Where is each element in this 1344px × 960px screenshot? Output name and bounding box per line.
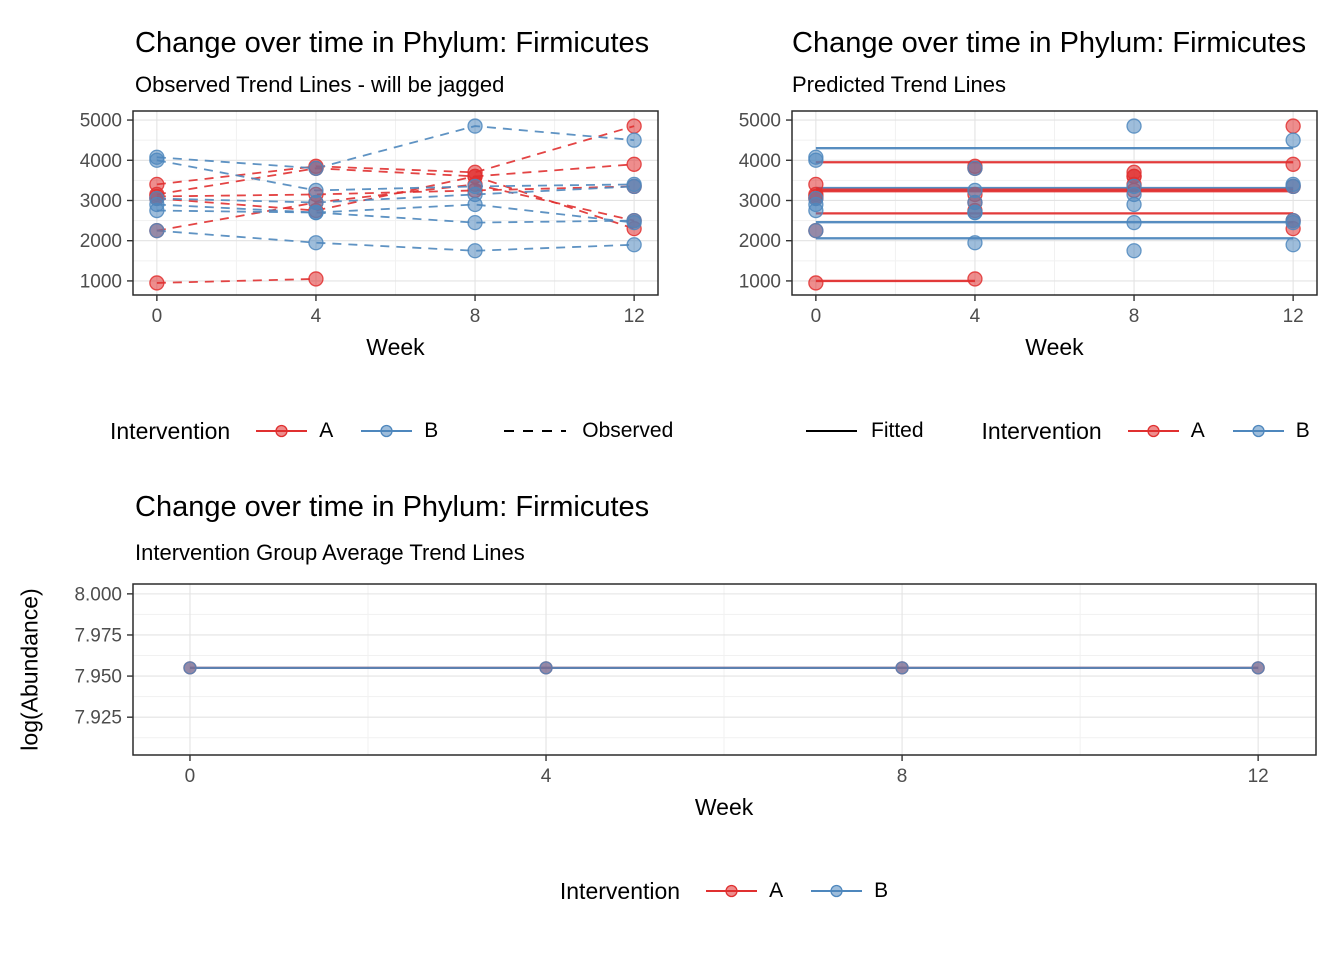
average-chart-subtitle: Intervention Group Average Trend Lines [135, 540, 525, 565]
legend-key-b-icon [1232, 424, 1284, 438]
svg-text:12: 12 [1283, 306, 1304, 327]
average-legend-label-b: B [874, 879, 889, 902]
svg-text:8: 8 [1129, 306, 1140, 327]
average-legend: Intervention A B [52, 865, 1344, 917]
observed-legend-title: Intervention [110, 417, 231, 444]
predicted-legend-label-b: B [1295, 419, 1310, 442]
svg-text:8.000: 8.000 [74, 584, 122, 605]
svg-text:4000: 4000 [80, 151, 122, 172]
svg-text:0: 0 [152, 306, 163, 327]
svg-text:2000: 2000 [739, 231, 781, 252]
legend-key-a-icon [706, 884, 758, 898]
svg-text:4: 4 [541, 766, 552, 787]
legend-key-a-icon [256, 424, 308, 438]
svg-text:Week: Week [366, 334, 425, 360]
average-plot-svg: 0 4 8 12 7.925 7.950 7.975 8.000 Week [74, 583, 1317, 820]
fitted-linetype-label: Fitted [871, 419, 924, 442]
average-legend-title: Intervention [559, 877, 681, 904]
svg-text:4000: 4000 [739, 151, 781, 172]
average-legend-label-a: A [769, 879, 784, 902]
observed-chart-panel: Change over time in Phylum: Firmicutes O… [0, 0, 672, 460]
svg-text:8: 8 [470, 306, 481, 327]
legend-key-a-icon [1127, 424, 1179, 438]
svg-text:3000: 3000 [739, 191, 781, 212]
observed-linetype-key-icon [504, 430, 567, 432]
svg-text:Week: Week [695, 794, 754, 820]
svg-text:4: 4 [311, 306, 322, 327]
observed-linetype-label: Observed [582, 419, 672, 442]
svg-text:0: 0 [811, 306, 822, 327]
svg-text:8: 8 [897, 766, 908, 787]
svg-text:0: 0 [185, 766, 196, 787]
predicted-chart-title: Change over time in Phylum: Firmicutes [792, 27, 1307, 59]
observed-chart-title: Change over time in Phylum: Firmicutes [135, 27, 650, 59]
svg-text:7.975: 7.975 [74, 625, 122, 646]
observed-legend-label-b: B [424, 419, 439, 442]
predicted-legend: Fitted Intervention A B [672, 405, 1344, 457]
svg-text:12: 12 [1248, 766, 1269, 787]
svg-text:3000: 3000 [80, 191, 122, 212]
svg-text:Week: Week [1025, 334, 1084, 360]
svg-text:4: 4 [970, 306, 981, 327]
predicted-legend-title: Intervention [981, 417, 1102, 444]
predicted-chart-panel: Change over time in Phylum: Firmicutes P… [672, 0, 1344, 460]
observed-legend: Intervention A B Observed [0, 405, 672, 457]
svg-text:7.925: 7.925 [74, 708, 122, 729]
predicted-chart-subtitle: Predicted Trend Lines [792, 72, 1007, 97]
svg-text:5000: 5000 [80, 111, 122, 132]
predicted-legend-label-a: A [1190, 419, 1205, 442]
predicted-plot-svg: 0 4 8 12 1000 2000 3000 4000 5000 Week [739, 110, 1318, 360]
observed-chart-subtitle: Observed Trend Lines - will be jagged [135, 72, 505, 97]
observed-legend-label-a: A [319, 419, 334, 442]
legend-key-b-icon [361, 424, 413, 438]
svg-text:5000: 5000 [739, 111, 781, 132]
legend-key-b-icon [811, 884, 863, 898]
svg-text:1000: 1000 [80, 271, 122, 292]
observed-plot-svg: 0 4 8 12 1000 2000 3000 4000 5000 Week [80, 110, 659, 360]
average-chart-panel: Change over time in Phylum: Firmicutes I… [0, 460, 1344, 960]
svg-text:12: 12 [624, 306, 645, 327]
svg-text:7.950: 7.950 [74, 667, 122, 688]
svg-text:2000: 2000 [80, 231, 122, 252]
average-chart-title: Change over time in Phylum: Firmicutes [135, 491, 650, 523]
svg-text:1000: 1000 [739, 271, 781, 292]
fitted-linetype-key-icon [806, 430, 857, 432]
